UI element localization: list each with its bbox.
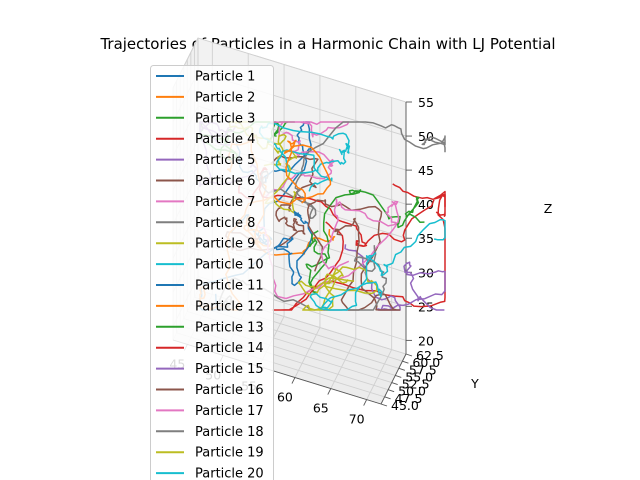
legend-label: Particle 7 [195, 195, 255, 210]
x-tick-label: 70 [349, 412, 365, 427]
y-tick-label: 57.5 [409, 362, 437, 377]
legend-label: Particle 20 [195, 467, 264, 480]
x-gridline [330, 338, 357, 389]
y-tick-mark [388, 389, 395, 393]
z-tick-label: 35 [418, 231, 434, 246]
legend-label: Particle 1 [195, 70, 255, 85]
y-tick-label: 62.5 [416, 348, 444, 363]
z-tick-label: 55 [418, 95, 434, 110]
legend-label: Particle 16 [195, 383, 264, 398]
series-line-7 [265, 121, 350, 198]
y-tick-label: 52.5 [402, 377, 430, 392]
x-tick-label: 65 [313, 401, 329, 416]
z-tick-label: 30 [418, 265, 434, 280]
y-tick-mark [384, 396, 391, 400]
legend-box [150, 65, 274, 480]
z-gridline [197, 37, 407, 103]
series-line-8 [259, 121, 446, 220]
legend-label: Particle 4 [195, 132, 255, 147]
y-tick-label: 50.0 [398, 384, 426, 399]
x-tick-mark [327, 388, 332, 395]
legend-label: Particle 8 [195, 216, 255, 231]
legend-label: Particle 17 [195, 404, 264, 419]
series-line-16 [306, 199, 401, 311]
legend-label: Particle 19 [195, 446, 264, 461]
y-tick-mark [391, 382, 398, 385]
x-tick-mark [363, 399, 368, 406]
legend-label: Particle 5 [195, 153, 255, 168]
legend-label: Particle 15 [195, 362, 264, 377]
y-tick-label: 45.0 [391, 398, 419, 413]
y-tick-label: 60.0 [412, 355, 440, 370]
z-tick-label: 40 [418, 197, 434, 212]
y-tick-mark [395, 375, 402, 378]
y-tick-label: 55.0 [405, 369, 433, 384]
legend-label: Particle 9 [195, 237, 255, 252]
legend-label: Particle 12 [195, 299, 264, 314]
chart-title: Trajectories of Particles in a Harmonic … [99, 35, 555, 53]
y-tick-label: 47.5 [395, 391, 423, 406]
y-axis-line [380, 353, 407, 405]
legend-label: Particle 6 [195, 174, 255, 189]
series-line-13 [305, 189, 425, 295]
legend-label: Particle 3 [195, 111, 255, 126]
y-tick-mark [398, 367, 405, 371]
x-gridline [366, 349, 393, 400]
legend: Particle 1 Particle 2 Particle 3 Particle 4… [150, 65, 274, 480]
y-axis-label: Y [470, 376, 479, 391]
series-line-17 [257, 198, 400, 300]
legend-label: Particle 2 [195, 90, 255, 105]
legend-label: Particle 10 [195, 258, 264, 273]
series-line-14 [271, 193, 446, 311]
y-tick-mark [405, 353, 413, 357]
legend-label: Particle 14 [195, 341, 264, 356]
z-tick-label: 20 [418, 333, 434, 348]
x-tick-mark [291, 377, 296, 384]
x-tick-label: 60 [277, 390, 293, 405]
series-line-20 [309, 218, 446, 311]
z-axis-label: Z [544, 201, 553, 216]
legend-label: Particle 11 [195, 279, 264, 294]
x-gridline [294, 327, 321, 378]
z-tick-label: 45 [418, 163, 434, 178]
legend-label: Particle 18 [195, 425, 264, 440]
legend-label: Particle 13 [195, 320, 264, 335]
y-tick-mark [380, 403, 388, 407]
y-tick-mark [402, 360, 409, 364]
